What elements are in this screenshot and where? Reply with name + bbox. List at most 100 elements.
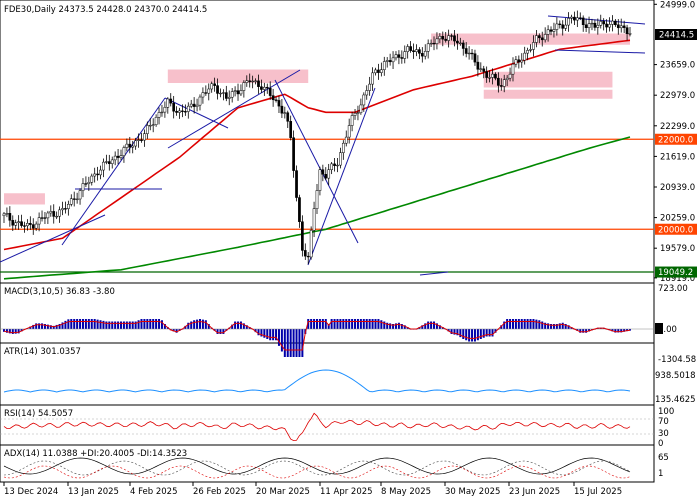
price-tick-label: 22299.0 xyxy=(660,122,695,132)
candle-body xyxy=(75,198,79,201)
candle-body xyxy=(622,25,626,28)
macd-bar xyxy=(582,329,585,333)
level-label: 20000.0 xyxy=(658,225,693,235)
macd-bar xyxy=(201,319,204,329)
adx-plus-di-line xyxy=(3,460,631,476)
candle-body xyxy=(198,96,202,106)
macd-bar xyxy=(207,324,210,329)
candle-body xyxy=(318,169,322,191)
trendline xyxy=(419,271,449,276)
candle-body xyxy=(184,111,187,113)
candle-body xyxy=(508,73,512,79)
candle-body xyxy=(245,80,249,83)
candle-body xyxy=(406,46,410,52)
candle-body xyxy=(172,102,176,112)
candle-body xyxy=(628,33,632,35)
macd-bar xyxy=(163,324,166,329)
candle-body xyxy=(327,169,331,179)
macd-bar xyxy=(105,321,108,329)
candle-body xyxy=(72,198,76,200)
candle-body xyxy=(20,221,23,226)
macd-bar xyxy=(327,324,330,329)
candle-body xyxy=(303,250,307,257)
candle-body xyxy=(257,80,260,87)
macd-bar xyxy=(219,329,222,334)
macd-bar xyxy=(32,324,35,329)
candle-body xyxy=(248,80,252,83)
candle-body xyxy=(423,51,427,57)
trendline xyxy=(164,97,229,129)
macd-bar xyxy=(520,319,523,329)
macd-bar xyxy=(102,320,105,329)
macd-bar xyxy=(289,329,292,357)
macd-bar xyxy=(526,319,529,329)
candle-body xyxy=(339,152,342,166)
macd-bar xyxy=(558,323,561,329)
macd-bar xyxy=(93,319,96,329)
macd-bar xyxy=(275,329,278,341)
level-label: 19049.2 xyxy=(658,268,693,278)
candle-body xyxy=(207,88,211,94)
candle-body xyxy=(110,159,114,164)
last-price-label: 24414.5 xyxy=(659,31,694,41)
macd-bar xyxy=(122,321,125,329)
candle-body xyxy=(447,35,450,41)
macd-bar xyxy=(41,323,44,329)
candle-body xyxy=(602,21,606,25)
candle-body xyxy=(254,80,257,82)
macd-bar xyxy=(561,322,564,329)
candle-body xyxy=(336,164,339,167)
macd-bar xyxy=(611,329,614,332)
macd-bar xyxy=(514,319,517,329)
macd-bar xyxy=(321,319,324,329)
trendline xyxy=(61,97,166,246)
macd-bar xyxy=(585,329,588,333)
candle-body xyxy=(122,147,126,156)
candle-body xyxy=(134,140,137,147)
macd-bar xyxy=(403,325,406,329)
macd-bar xyxy=(377,319,380,329)
candle-body xyxy=(17,221,20,223)
macd-bar xyxy=(354,319,357,329)
macd-bar xyxy=(345,319,348,329)
candle-body xyxy=(420,53,424,57)
price-axis: 24999.0 23659.0 22979.0 22299.0 21619.0 20939… xyxy=(654,0,695,284)
macd-bar xyxy=(160,320,163,329)
candle-body xyxy=(233,90,237,92)
level-label: 22000.0 xyxy=(658,135,693,145)
macd-bar xyxy=(55,324,58,329)
candle-body xyxy=(192,103,196,107)
candle-body xyxy=(619,25,623,29)
macd-bar xyxy=(313,319,316,329)
candle-body xyxy=(93,173,97,177)
macd-bar xyxy=(29,326,32,329)
macd-bar xyxy=(298,329,301,357)
candle-body xyxy=(535,35,538,43)
macd-bar xyxy=(52,325,55,329)
candle-body xyxy=(435,38,439,44)
price-tick-label: 24999.0 xyxy=(660,0,695,10)
candle-body xyxy=(216,85,219,94)
macd-bar xyxy=(158,319,161,329)
candle-body xyxy=(362,94,366,106)
candle-body xyxy=(587,23,591,29)
macd-bar xyxy=(108,321,111,329)
macd-bar xyxy=(137,320,140,329)
candle-body xyxy=(596,25,600,28)
macd-bar xyxy=(351,319,354,329)
macd-bar xyxy=(49,325,52,329)
candle-body xyxy=(497,77,500,86)
macd-bar xyxy=(307,319,310,329)
macd-bar xyxy=(61,322,64,329)
macd-bar xyxy=(392,324,395,329)
candle-body xyxy=(426,43,430,52)
macd-bar xyxy=(79,319,82,329)
macd-bar xyxy=(14,329,17,334)
macd-bar xyxy=(468,329,471,342)
candle-body xyxy=(511,63,515,75)
macd-bar xyxy=(427,321,430,329)
candle-body xyxy=(412,50,415,53)
trend-lines xyxy=(0,15,646,276)
macd-bar xyxy=(511,319,514,329)
macd-bar xyxy=(245,325,248,329)
